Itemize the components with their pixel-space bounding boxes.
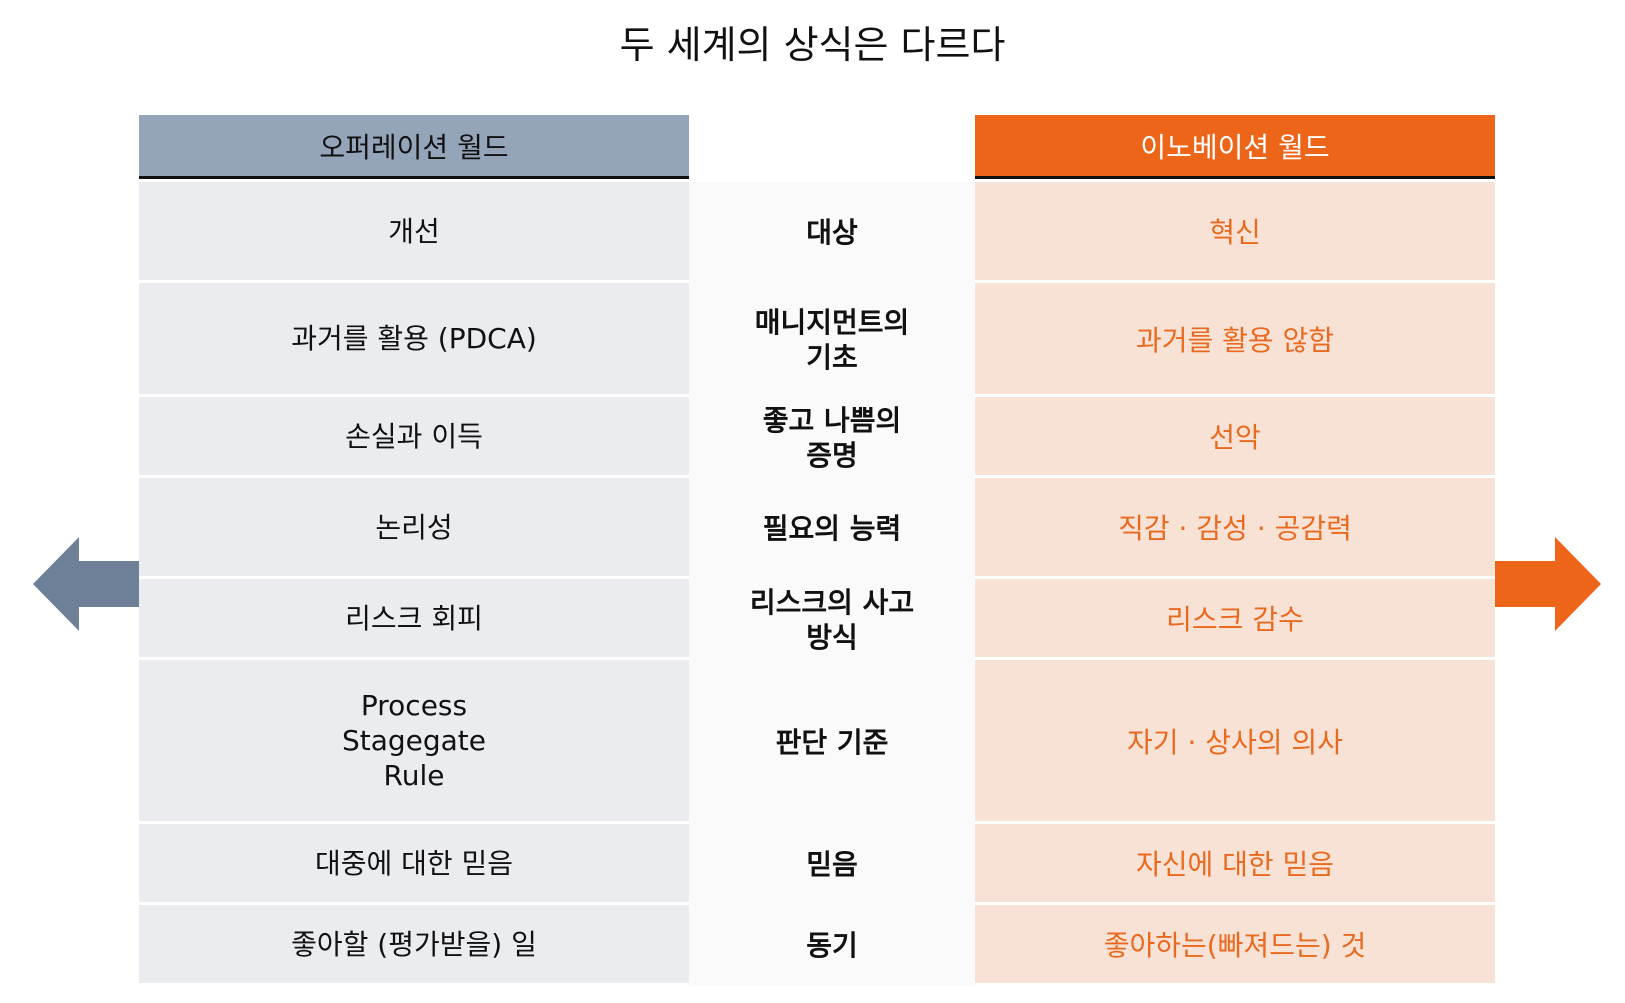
innovation-cell-text: 자신에 대한 믿음 [1135, 848, 1335, 881]
innovation-cell-text: 좋아하는(빠져드는) 것 [1103, 929, 1367, 962]
innovation-cell: 직감 · 감성 · 공감력 [975, 478, 1495, 579]
operation-cell: 과거를 활용 (PDCA) [139, 283, 689, 397]
criteria-cell: 매니지먼트의 기초 [689, 283, 975, 397]
innovation-cell: 선악 [975, 397, 1495, 478]
criteria-cell: 리스크의 사고 방식 [689, 579, 975, 660]
operation-cell-text: 리스크 회피 [345, 601, 483, 635]
operation-cell: 개선 [139, 182, 689, 283]
criteria-cell: 믿음 [689, 824, 975, 905]
innovation-cell: 혁신 [975, 182, 1495, 283]
innovation-cell-text: 직감 · 감성 · 공감력 [1118, 512, 1352, 545]
criteria-cell: 대상 [689, 182, 975, 283]
arrow-right-icon [1495, 537, 1601, 631]
criteria-cell: 판단 기준 [689, 660, 975, 824]
operation-cell-text: 개선 [388, 214, 440, 248]
innovation-cell-text: 리스크 감수 [1166, 603, 1304, 636]
operation-cell-text: 좋아할 (평가받을) 일 [291, 927, 537, 961]
operation-world-header: 오퍼레이션 월드 [139, 115, 689, 179]
page-title: 두 세계의 상식은 다르다 [619, 23, 1006, 67]
innovation-world-header: 이노베이션 월드 [975, 115, 1495, 179]
criteria-cell-text: 동기 [806, 929, 858, 962]
criteria-cell-text: 대상 [806, 216, 858, 249]
criteria-cell: 동기 [689, 905, 975, 986]
operation-cell-text: Process Stagegate Rule [341, 689, 487, 792]
operation-cell-text: 과거를 활용 (PDCA) [291, 322, 537, 355]
operation-cell: Process Stagegate Rule [139, 660, 689, 824]
innovation-cell: 자신에 대한 믿음 [975, 824, 1495, 905]
operation-cell: 손실과 이득 [139, 397, 689, 478]
operation-cell-text: 논리성 [375, 510, 453, 544]
criteria-cell: 필요의 능력 [689, 478, 975, 579]
innovation-cell-text: 자기 · 상사의 의사 [1127, 725, 1343, 759]
operation-cell: 논리성 [139, 478, 689, 579]
criteria-cell: 좋고 나쁨의 증명 [689, 397, 975, 478]
criteria-cell-text: 좋고 나쁨의 증명 [762, 403, 902, 472]
criteria-cell-text: 리스크의 사고 방식 [749, 585, 915, 654]
criteria-cell-text: 필요의 능력 [762, 512, 902, 545]
operation-cell: 리스크 회피 [139, 579, 689, 660]
innovation-cell-text: 혁신 [1209, 216, 1261, 249]
innovation-cell: 과거를 활용 않함 [975, 283, 1495, 397]
innovation-cell: 자기 · 상사의 의사 [975, 660, 1495, 824]
criteria-cell-text: 믿음 [806, 848, 858, 881]
innovation-cell-text: 과거를 활용 않함 [1135, 323, 1335, 357]
innovation-cell: 좋아하는(빠져드는) 것 [975, 905, 1495, 986]
operation-cell-text: 손실과 이득 [345, 419, 483, 453]
operation-cell: 대중에 대한 믿음 [139, 824, 689, 905]
criteria-cell-text: 매니지먼트의 기초 [754, 306, 910, 374]
innovation-cell-text: 선악 [1209, 421, 1261, 454]
innovation-cell: 리스크 감수 [975, 579, 1495, 660]
arrow-left-icon [33, 537, 139, 631]
operation-cell-text: 대중에 대한 믿음 [314, 846, 514, 880]
criteria-cell-text: 판단 기준 [775, 725, 889, 759]
operation-cell: 좋아할 (평가받을) 일 [139, 905, 689, 986]
